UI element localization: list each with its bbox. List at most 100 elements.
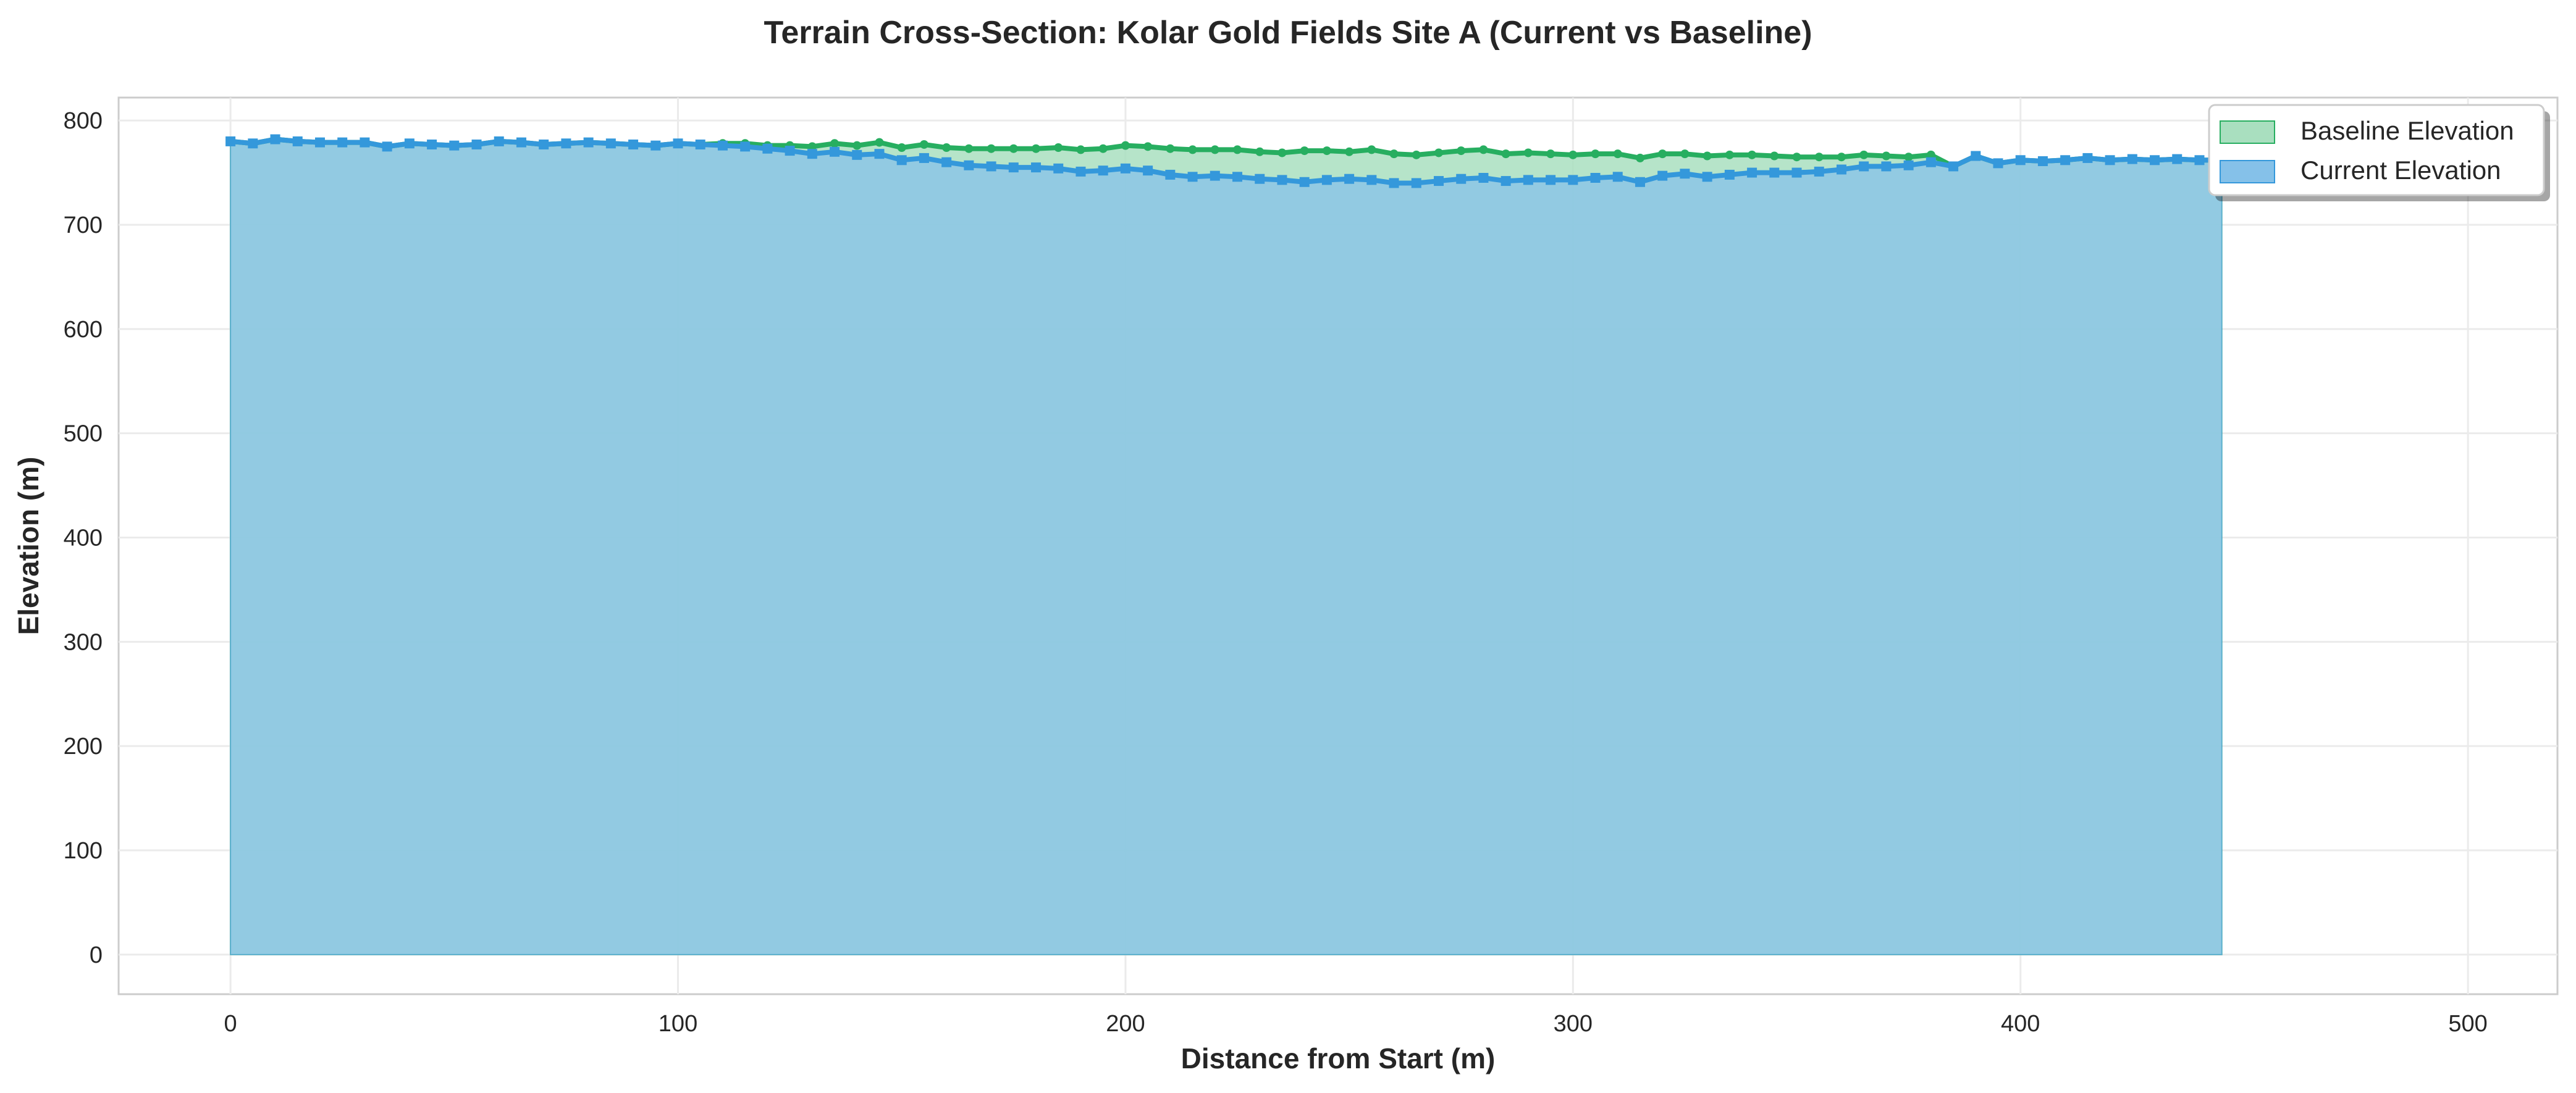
data-point [1232,172,1243,182]
data-point [1748,150,1757,159]
data-point [807,149,817,159]
data-point [1031,162,1042,173]
chart-title: Terrain Cross-Section: Kolar Gold Fields… [764,15,1812,51]
data-point [695,139,705,149]
data-point [360,137,370,148]
data-point [1591,149,1600,159]
data-point [1926,157,1936,167]
data-point [896,155,907,165]
data-point [1434,148,1443,157]
data-point [941,157,952,167]
data-point [1993,158,2003,169]
data-point [292,136,303,146]
data-point [1836,164,1846,175]
data-point [1366,175,1377,185]
data-point [1657,170,1668,181]
data-point [1747,167,1757,178]
legend-label: Baseline Elevation [2300,116,2514,145]
data-point [404,138,415,149]
data-point [1054,143,1063,153]
data-point [1501,149,1510,159]
y-tick-label: 500 [64,421,103,447]
data-point [382,141,392,152]
y-axis-label: Elevation (m) [12,457,44,635]
data-point [2082,153,2093,163]
data-point [1814,166,1824,177]
data-point [1076,145,1085,154]
data-point [1680,149,1690,159]
x-tick-label: 500 [2448,1011,2487,1037]
legend: Baseline Elevation Current Elevation [2208,104,2550,201]
data-point [1187,172,1198,182]
y-tick-label: 200 [64,734,103,760]
data-point [314,137,325,148]
data-point [650,140,661,151]
data-point [1210,145,1219,154]
data-point [1791,167,1802,178]
data-point [1233,145,1242,154]
data-point [1277,175,1287,185]
data-point [1032,144,1041,153]
data-point [1098,144,1108,153]
data-point [740,141,751,152]
data-point [427,139,437,149]
data-point [2172,154,2182,164]
legend-label: Current Elevation [2300,156,2501,185]
data-point [762,143,773,154]
data-point [1612,172,1623,182]
data-point [337,137,348,148]
data-point [1210,170,1220,181]
data-point [2015,155,2026,165]
data-point [1300,146,1309,156]
y-tick-label: 800 [64,108,103,134]
data-point [1904,153,1913,162]
data-point [1166,144,1175,153]
data-point [1008,162,1019,173]
data-point [2127,154,2137,164]
data-point [449,140,460,151]
x-tick-label: 100 [659,1011,697,1037]
data-point [561,138,571,149]
data-point [1165,169,1176,180]
data-point [1255,174,1265,184]
data-point [785,146,795,156]
data-point [1859,161,1869,172]
data-point [1255,147,1265,156]
data-point [964,160,974,170]
data-point [539,139,549,149]
y-tick-label: 100 [64,838,103,864]
data-point [2194,155,2205,165]
data-point [1367,145,1376,154]
data-point [1456,174,1467,184]
x-tick-label: 200 [1106,1011,1145,1037]
data-point [605,138,616,149]
data-point [964,144,974,153]
data-point [494,136,504,146]
data-point [1546,175,1556,185]
data-point [270,134,280,144]
data-point [1344,174,1355,184]
data-point [1433,176,1444,186]
data-point [2037,156,2048,166]
data-point [1412,150,1421,159]
data-point [628,139,639,149]
data-point [1613,149,1622,159]
data-point [1321,175,1332,185]
data-point [1143,165,1153,176]
data-point [1322,146,1331,156]
data-point [1881,161,1892,172]
x-axis-ticks: 0 100 200 300 400 500 [224,1011,2488,1037]
data-point [1724,169,1735,180]
data-point [1814,153,1824,162]
y-tick-label: 700 [64,212,103,238]
data-point [1568,175,1578,185]
data-point [1590,173,1601,183]
data-point [717,140,728,151]
data-point [1971,151,1981,161]
data-point [1188,145,1197,154]
data-point [897,143,906,153]
data-point [807,142,817,151]
data-point [1479,145,1488,154]
data-point [830,146,840,157]
